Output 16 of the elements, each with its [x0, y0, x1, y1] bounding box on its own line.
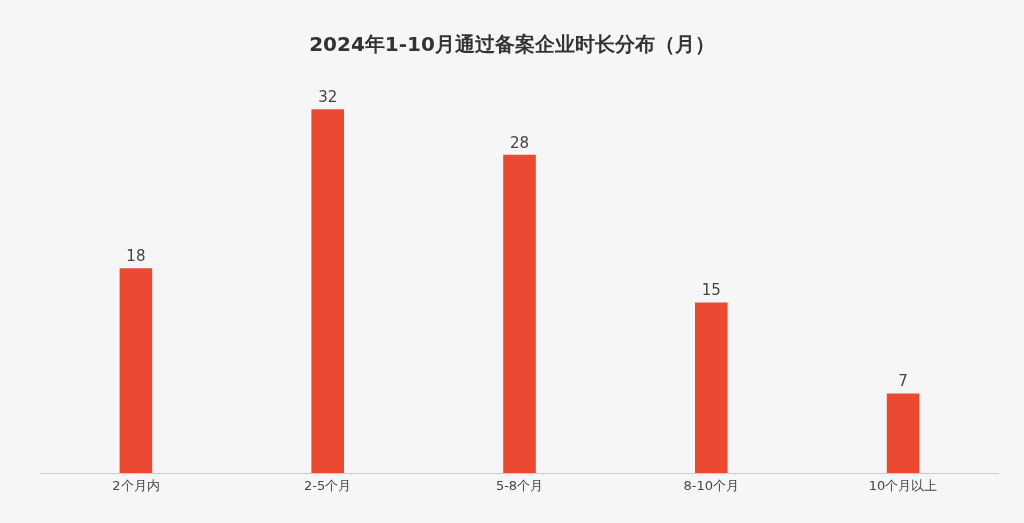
bar [695, 302, 728, 473]
x-tick-label: 2-5个月 [304, 477, 352, 493]
data-label: 28 [509, 133, 530, 152]
bar [311, 109, 344, 473]
data-label: 15 [701, 281, 721, 300]
data-label: 32 [318, 88, 338, 107]
bar [503, 154, 536, 473]
data-label: 18 [126, 247, 146, 266]
bar [886, 393, 920, 473]
x-tick-label: 2个月内 [112, 477, 160, 493]
bar [119, 268, 153, 473]
chart-title: 2024年1-10月通过备案企业时长分布（月） [309, 31, 715, 56]
x-tick-label: 8-10个月 [683, 477, 740, 493]
x-tick-label: 10个月以上 [868, 477, 938, 493]
x-tick-label: 5-8个月 [495, 477, 544, 493]
data-label: 7 [898, 372, 908, 391]
